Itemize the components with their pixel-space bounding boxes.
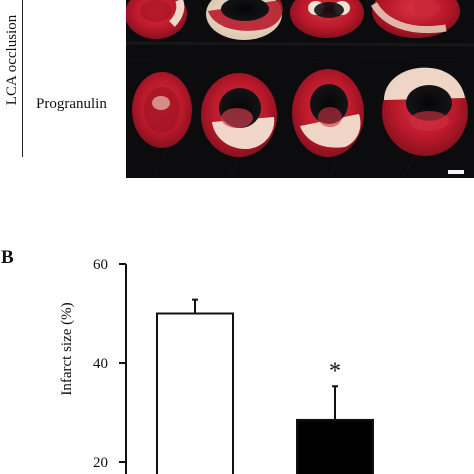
panel-a: LCA occlusion Progranulin bbox=[0, 0, 474, 190]
group-bracket-line bbox=[22, 0, 23, 157]
row-label-progranulin: Progranulin bbox=[36, 96, 107, 112]
annotations: * bbox=[329, 358, 341, 384]
panel-b-label: B bbox=[1, 247, 14, 268]
top-slice-4 bbox=[370, 0, 460, 38]
y-tick-label-1: 40 bbox=[93, 356, 108, 372]
y-axis: 20 40 60 bbox=[93, 257, 127, 474]
y-axis-label: Infarct size (%) bbox=[59, 302, 75, 395]
y-tick-label-2: 60 bbox=[93, 257, 108, 273]
bottom-slice-1 bbox=[132, 72, 192, 148]
bar-1 bbox=[296, 418, 374, 474]
annotation-1: * bbox=[329, 358, 341, 384]
bottom-slice-3 bbox=[292, 69, 364, 157]
bar-0 bbox=[156, 312, 234, 474]
bottom-slice-4 bbox=[382, 67, 468, 156]
top-slice-3 bbox=[290, 0, 364, 38]
heart-slices-image bbox=[126, 0, 474, 178]
bottom-slice-2 bbox=[201, 73, 277, 157]
top-slice-2 bbox=[206, 0, 283, 40]
y-tick-label-0: 20 bbox=[93, 455, 108, 471]
scale-bar bbox=[448, 170, 464, 174]
error-bars bbox=[192, 298, 338, 420]
top-slice-1 bbox=[126, 0, 187, 39]
heart-slices-photo bbox=[126, 0, 474, 178]
infarct-size-bar-chart: 20 40 60 * Infarct size (%) bbox=[59, 257, 374, 474]
bars bbox=[156, 312, 374, 474]
group-label: LCA occlusion bbox=[4, 14, 21, 106]
